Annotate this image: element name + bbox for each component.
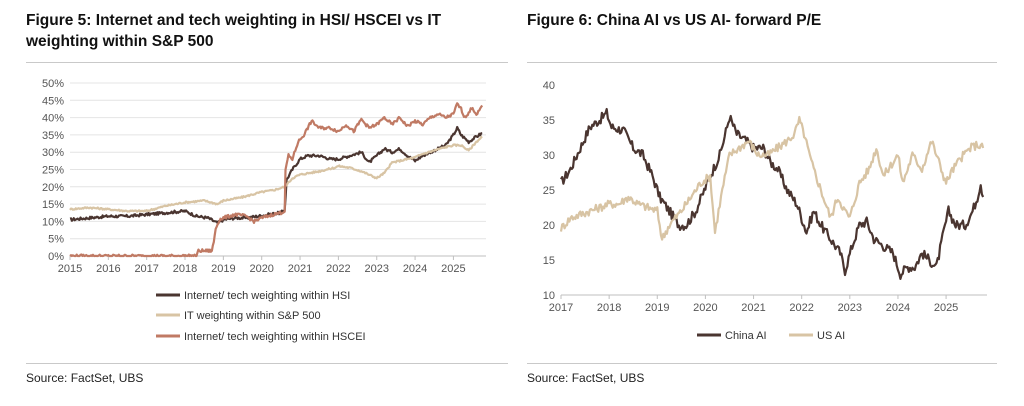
- fig5-x-tick: 2017: [134, 263, 158, 275]
- fig5-x-tick: 2021: [288, 263, 312, 275]
- fig5-y-tick: 25%: [42, 165, 64, 177]
- fig6-legend-label: China AI: [725, 330, 767, 342]
- fig5-y-tick: 45%: [42, 95, 64, 107]
- fig5-series-1: [69, 135, 483, 213]
- fig6-x-tick: 2018: [597, 302, 621, 314]
- fig5-x-tick: 2025: [441, 263, 465, 275]
- fig5-x-tick: 2022: [326, 263, 350, 275]
- fig6-x-tick: 2023: [838, 302, 862, 314]
- fig6-series-1: [559, 115, 985, 241]
- fig6-x-tick: 2017: [549, 302, 573, 314]
- fig5-y-tick: 35%: [42, 130, 64, 142]
- fig6-y-tick: 15: [543, 255, 555, 267]
- figure-5-title: Figure 5: Internet and tech weighting in…: [26, 12, 442, 50]
- fig5-legend-label: IT weighting within S&P 500: [184, 310, 321, 322]
- fig5-y-tick: 15%: [42, 199, 64, 211]
- fig6-x-tick: 2019: [645, 302, 669, 314]
- fig6-y-tick: 40: [543, 80, 555, 92]
- fig6-x-tick: 2022: [789, 302, 813, 314]
- fig6-y-tick: 10: [543, 290, 555, 302]
- figure-6-source: Source: FactSet, UBS: [527, 371, 645, 385]
- fig6-y-tick: 30: [543, 150, 555, 162]
- fig5-y-tick: 40%: [42, 113, 64, 125]
- fig5-y-tick: 20%: [42, 182, 64, 194]
- fig5-x-tick: 2015: [58, 263, 82, 275]
- fig5-x-tick: 2024: [403, 263, 427, 275]
- fig6-y-tick: 25: [543, 185, 555, 197]
- fig5-x-tick: 2018: [173, 263, 197, 275]
- fig5-legend-label: Internet/ tech weighting within HSI: [184, 290, 350, 302]
- fig5-legend-label: Internet/ tech weighting within HSCEI: [184, 331, 366, 343]
- fig6-x-tick: 2025: [934, 302, 958, 314]
- figure-6-title: Figure 6: China AI vs US AI- forward P/E: [527, 12, 822, 29]
- fig5-x-tick: 2019: [211, 263, 235, 275]
- fig6-x-tick: 2024: [886, 302, 910, 314]
- fig6-y-tick: 35: [543, 115, 555, 127]
- figure-5-chart: 0% 5% 10% 15% 20% 25% 30% 35% 40% 45% 50% 2015 2016 2…: [42, 78, 486, 343]
- fig5-x-tick: 2016: [96, 263, 120, 275]
- figure-6-frame: 10 15 20 25 30 35 40 2017 2018 2019 2020 2021 2022 20…: [527, 62, 997, 364]
- fig5-series-0: [69, 125, 483, 225]
- fig5-x-tick: 2023: [364, 263, 388, 275]
- fig5-y-tick: 50%: [42, 78, 64, 90]
- fig5-y-tick: 10%: [42, 216, 64, 228]
- fig6-series-0: [560, 107, 985, 280]
- fig6-legend-label: US AI: [817, 330, 845, 342]
- fig5-series-2: [69, 102, 484, 258]
- fig5-y-tick: 5%: [48, 234, 64, 246]
- fig6-x-tick: 2020: [693, 302, 717, 314]
- figure-5-frame: 0% 5% 10% 15% 20% 25% 30% 35% 40% 45% 50% 2015 2016 2…: [26, 62, 508, 364]
- fig5-x-tick: 2020: [249, 263, 273, 275]
- figure-5-source: Source: FactSet, UBS: [26, 371, 144, 385]
- fig6-y-tick: 20: [543, 220, 555, 232]
- fig5-y-tick: 0%: [48, 251, 64, 263]
- fig5-y-tick: 30%: [42, 147, 64, 159]
- fig6-x-tick: 2021: [741, 302, 765, 314]
